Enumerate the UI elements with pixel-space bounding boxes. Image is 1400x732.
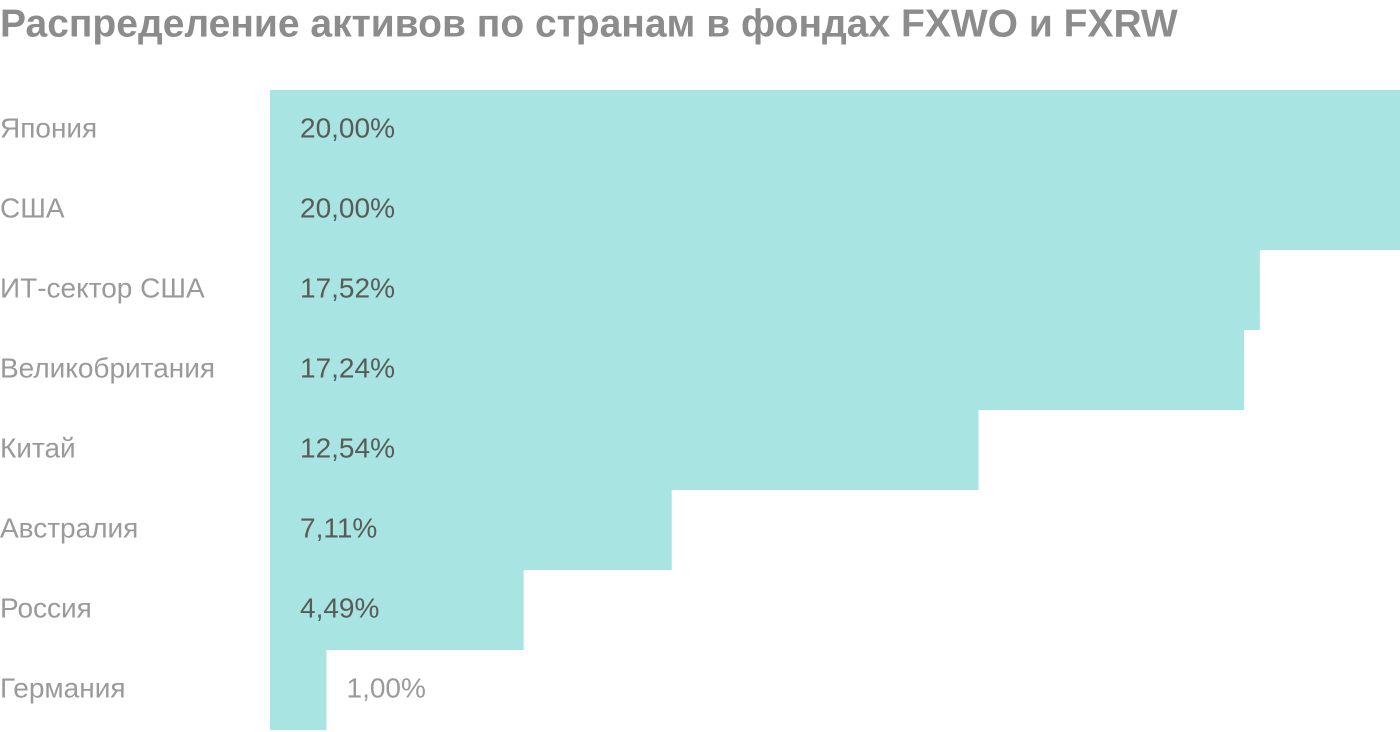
bar [270, 570, 524, 650]
value-label: 7,11% [300, 512, 377, 543]
bar [270, 90, 1400, 170]
value-label: 12,54% [300, 432, 395, 463]
value-label: 20,00% [300, 192, 395, 223]
value-label: 17,24% [300, 352, 395, 383]
category-label: США [0, 192, 65, 223]
bar [270, 650, 327, 730]
value-label: 17,52% [300, 272, 395, 303]
category-label: Россия [0, 592, 92, 623]
category-label: Китай [0, 432, 76, 463]
bar [270, 410, 979, 490]
category-label: ИТ-сектор США [0, 272, 205, 303]
value-label: 1,00% [347, 672, 426, 703]
category-label: Австралия [0, 512, 138, 543]
bar [270, 170, 1400, 250]
chart-title: Распределение активов по странам в фонда… [0, 2, 1178, 45]
bar [270, 250, 1260, 330]
category-label: Япония [0, 112, 97, 143]
bar [270, 490, 672, 570]
value-label: 20,00% [300, 112, 395, 143]
bar [270, 330, 1245, 410]
category-label: Германия [0, 672, 126, 703]
category-label: Великобритания [0, 352, 215, 383]
value-label: 4,49% [300, 592, 379, 623]
